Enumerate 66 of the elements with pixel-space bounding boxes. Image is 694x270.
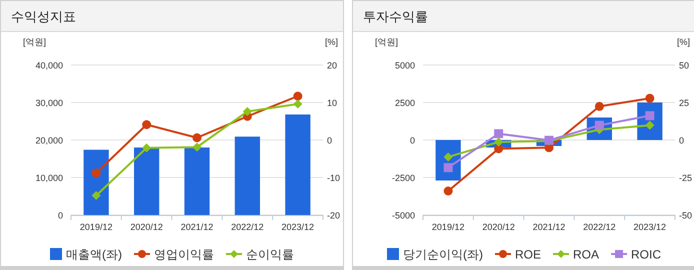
legend-label: 영업이익률 bbox=[154, 248, 214, 262]
chart-title: 수익성지표 bbox=[11, 9, 76, 24]
bar bbox=[134, 148, 160, 215]
point bbox=[645, 94, 654, 103]
y-tick-label: 0 bbox=[58, 210, 63, 220]
y2-tick-label: 10 bbox=[327, 98, 338, 108]
y-tick-label: 20,000 bbox=[35, 136, 63, 146]
y-axis-title: [억원] bbox=[23, 37, 46, 47]
point bbox=[444, 186, 453, 196]
y2-tick-label: -50 bbox=[679, 210, 692, 220]
x-tick-label: 2022/12 bbox=[231, 222, 264, 232]
point bbox=[242, 107, 252, 116]
bar bbox=[184, 148, 210, 215]
y2-tick-label: 20 bbox=[327, 60, 338, 70]
bar bbox=[285, 114, 310, 215]
point bbox=[494, 129, 504, 138]
x-tick-label: 2023/12 bbox=[282, 222, 314, 232]
point bbox=[594, 102, 604, 111]
x-tick-label: 2023/12 bbox=[634, 222, 666, 232]
legend-label: ROIC bbox=[631, 248, 662, 262]
point bbox=[142, 120, 152, 130]
point bbox=[92, 168, 101, 178]
y2-tick-label: -25 bbox=[679, 173, 692, 183]
x-tick-label: 2022/12 bbox=[583, 222, 616, 232]
y-tick-label: 2500 bbox=[394, 98, 415, 108]
point bbox=[92, 191, 101, 200]
y2-tick-label: -10 bbox=[327, 173, 340, 183]
bar bbox=[84, 150, 109, 215]
x-tick-label: 2021/12 bbox=[180, 222, 214, 232]
x-tick-label: 2020/12 bbox=[130, 222, 163, 232]
y-tick-label: -5000 bbox=[392, 210, 415, 220]
point bbox=[494, 144, 504, 154]
y-tick-label: 0 bbox=[410, 136, 415, 146]
point bbox=[494, 137, 504, 146]
legend-label: 순이익률 bbox=[246, 248, 294, 262]
y2-tick-label: -20 bbox=[327, 210, 340, 220]
legend-label: 매출액(좌) bbox=[66, 248, 122, 262]
point bbox=[645, 111, 654, 120]
point bbox=[444, 152, 453, 162]
y-tick-label: 30,000 bbox=[35, 98, 63, 108]
y-tick-label: 10,000 bbox=[35, 173, 63, 183]
bar bbox=[234, 136, 260, 215]
y2-axis-title: [%] bbox=[677, 37, 690, 47]
point bbox=[192, 142, 202, 152]
legend-label: 당기순이익(좌) bbox=[402, 248, 483, 262]
legend-label: ROA bbox=[573, 248, 600, 262]
x-tick-label: 2019/12 bbox=[432, 222, 464, 232]
legend-label: ROE bbox=[514, 248, 541, 262]
y2-tick-label: 0 bbox=[327, 136, 332, 146]
y2-tick-label: 50 bbox=[679, 60, 690, 70]
point bbox=[142, 143, 152, 152]
y-tick-label: 40,000 bbox=[35, 60, 63, 70]
point bbox=[293, 100, 302, 108]
x-tick-label: 2019/12 bbox=[80, 222, 112, 232]
y-tick-label: 5000 bbox=[394, 60, 415, 70]
point bbox=[192, 133, 202, 142]
x-tick-label: 2020/12 bbox=[482, 222, 515, 232]
y-axis-title: [억원] bbox=[375, 37, 398, 47]
chart-title: 투자수익률 bbox=[363, 9, 428, 24]
y2-tick-label: 25 bbox=[679, 98, 690, 108]
y2-axis-title: [%] bbox=[325, 37, 338, 47]
y-tick-label: -2500 bbox=[392, 173, 415, 183]
y2-tick-label: 0 bbox=[679, 136, 684, 146]
point bbox=[444, 163, 453, 172]
x-tick-label: 2021/12 bbox=[532, 222, 566, 232]
point bbox=[293, 92, 302, 101]
